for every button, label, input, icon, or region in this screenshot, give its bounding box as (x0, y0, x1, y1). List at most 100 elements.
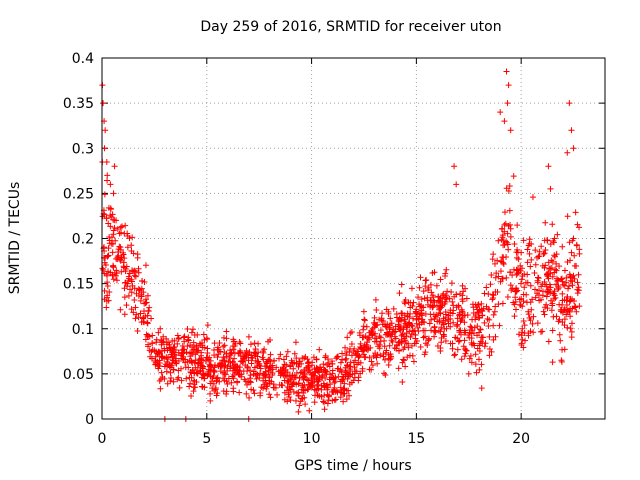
data-point (257, 370, 264, 377)
data-point (462, 347, 469, 354)
data-point (567, 297, 574, 304)
data-point (116, 230, 123, 237)
data-point (333, 388, 340, 395)
data-point (235, 370, 242, 377)
data-point (243, 390, 250, 397)
data-point (495, 301, 502, 308)
data-point (503, 238, 510, 245)
data-point (256, 362, 263, 369)
data-point (114, 225, 121, 232)
data-point (135, 285, 142, 292)
data-point (214, 346, 221, 353)
data-point (267, 363, 274, 370)
data-point (266, 380, 273, 387)
data-point (566, 271, 573, 278)
data-point (495, 237, 502, 244)
data-point (160, 333, 167, 340)
data-point (204, 322, 211, 329)
data-point (223, 378, 230, 385)
data-point (438, 339, 445, 346)
data-point (458, 306, 465, 313)
data-point (263, 385, 270, 392)
data-point (520, 318, 527, 325)
data-point (423, 276, 430, 283)
data-point (169, 338, 176, 345)
data-point (326, 376, 333, 383)
y-tick-label: 0.1 (72, 322, 94, 338)
data-point (507, 269, 514, 276)
data-point (413, 306, 420, 313)
data-point (543, 293, 550, 300)
data-point (408, 342, 415, 349)
data-point (341, 380, 348, 387)
data-point (449, 340, 456, 347)
data-point (489, 295, 496, 302)
data-point (541, 304, 548, 311)
data-point (559, 278, 566, 285)
data-point (497, 109, 504, 116)
data-point (117, 224, 124, 231)
data-point (468, 359, 475, 366)
data-point (518, 276, 525, 283)
data-point (422, 277, 429, 284)
data-point (214, 390, 221, 397)
data-point (540, 308, 547, 315)
data-point (348, 328, 355, 335)
data-point (571, 262, 578, 269)
data-point (476, 342, 483, 349)
data-point (376, 316, 383, 323)
data-point (468, 330, 475, 337)
data-point (339, 350, 346, 357)
data-point (506, 207, 513, 214)
data-point (547, 241, 554, 248)
data-point (576, 250, 583, 257)
data-point (305, 360, 312, 367)
y-tick-label: 0 (85, 412, 94, 428)
data-point (496, 322, 503, 329)
data-point (517, 267, 524, 274)
data-point (439, 292, 446, 299)
data-point (405, 340, 412, 347)
data-point (134, 327, 141, 334)
data-point (188, 358, 195, 365)
data-point (469, 316, 476, 323)
data-point (220, 343, 227, 350)
data-point (555, 318, 562, 325)
data-point (488, 348, 495, 355)
data-point (231, 355, 238, 362)
data-point (202, 358, 209, 364)
data-point (553, 313, 560, 320)
data-point (214, 374, 221, 381)
data-point (168, 374, 175, 381)
data-point (135, 314, 142, 321)
data-point (492, 274, 499, 281)
data-point (325, 393, 332, 400)
data-point (361, 316, 368, 323)
data-point (558, 358, 565, 365)
data-point (209, 374, 216, 381)
data-point (518, 295, 525, 302)
data-point (490, 311, 497, 318)
data-point (300, 376, 307, 383)
data-point (386, 325, 393, 332)
data-point (128, 289, 135, 296)
data-point (564, 324, 571, 331)
data-point (357, 340, 364, 347)
data-point (190, 388, 197, 395)
data-point (122, 279, 129, 286)
data-point (343, 396, 350, 403)
data-point (247, 367, 254, 374)
data-point (296, 375, 303, 382)
data-point (348, 352, 355, 359)
data-point (142, 300, 149, 307)
data-point (451, 163, 458, 170)
data-point (247, 372, 254, 379)
data-point (163, 341, 170, 348)
data-point (373, 354, 380, 361)
data-point (514, 270, 521, 277)
data-point (571, 252, 578, 259)
data-point (574, 290, 581, 297)
data-point (239, 353, 246, 360)
data-point (322, 354, 329, 361)
data-point (492, 303, 499, 310)
